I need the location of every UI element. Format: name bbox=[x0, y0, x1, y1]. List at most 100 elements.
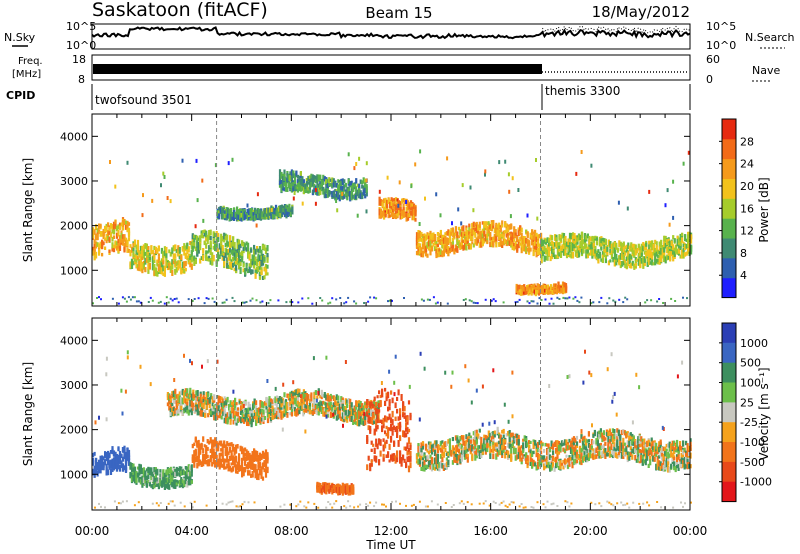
power-cell bbox=[277, 211, 281, 218]
power-cell bbox=[206, 257, 209, 261]
velocity-cell bbox=[218, 440, 221, 446]
power-cell bbox=[254, 248, 257, 255]
power-cell bbox=[678, 244, 681, 249]
power-cell bbox=[178, 255, 181, 260]
velocity-cell bbox=[138, 468, 141, 476]
power-cell bbox=[559, 254, 563, 258]
velocity-cell bbox=[250, 463, 253, 470]
velocity-cell bbox=[283, 400, 286, 406]
power-cell bbox=[420, 237, 423, 242]
power-cell bbox=[335, 199, 338, 203]
power-cell bbox=[254, 273, 257, 279]
power-cell bbox=[257, 266, 260, 270]
power-cell bbox=[229, 261, 232, 267]
power-cell bbox=[305, 186, 308, 193]
power-cell bbox=[514, 232, 517, 236]
power-cell bbox=[619, 241, 622, 247]
velocity-cell bbox=[347, 398, 350, 404]
velocity-cell bbox=[264, 453, 268, 459]
power-cell bbox=[314, 185, 317, 191]
velocity-cell bbox=[194, 448, 197, 454]
power-cell bbox=[532, 242, 535, 249]
power-cell bbox=[682, 161, 685, 166]
power-cell bbox=[217, 248, 220, 252]
velocity-cell bbox=[302, 409, 305, 414]
power-cell bbox=[233, 267, 236, 272]
power-cell bbox=[409, 205, 413, 211]
velocity-cell bbox=[191, 443, 194, 449]
velocity-cell bbox=[293, 397, 296, 405]
velocity-cell bbox=[150, 484, 153, 488]
velocity-cell bbox=[121, 447, 125, 452]
power-cell bbox=[331, 297, 334, 300]
power-cell bbox=[535, 243, 538, 251]
power-cell bbox=[615, 245, 618, 250]
power-cell bbox=[536, 216, 539, 221]
power-cell bbox=[175, 249, 178, 253]
velocity-cell bbox=[283, 392, 286, 398]
velocity-cell bbox=[123, 448, 126, 454]
velocity-cell bbox=[112, 452, 116, 457]
power-cell bbox=[544, 284, 547, 291]
velocity-cell bbox=[233, 462, 236, 468]
power-cell bbox=[481, 228, 484, 234]
power-cell bbox=[316, 177, 319, 183]
velocity-cell bbox=[223, 400, 226, 406]
power-cell bbox=[472, 243, 475, 248]
power-cell bbox=[201, 178, 204, 183]
power-cell bbox=[387, 212, 390, 217]
power-cell bbox=[492, 298, 495, 301]
velocity-cell bbox=[234, 411, 237, 416]
power-cell bbox=[144, 243, 147, 249]
velocity-cell bbox=[212, 448, 215, 455]
velocity-cell bbox=[350, 409, 353, 416]
velocity-cell bbox=[298, 388, 301, 394]
velocity-cell bbox=[183, 396, 186, 404]
velocity-cell bbox=[202, 436, 205, 442]
power-cell bbox=[642, 242, 645, 246]
power-cell bbox=[402, 207, 405, 211]
power-cell bbox=[181, 268, 184, 274]
power-cell bbox=[681, 249, 684, 255]
velocity-cell bbox=[172, 390, 175, 398]
power-cell bbox=[487, 227, 490, 234]
power-cell bbox=[518, 298, 521, 301]
power-cell bbox=[310, 176, 313, 183]
power-cell bbox=[153, 245, 156, 250]
velocity-cell bbox=[253, 404, 256, 409]
velocity-cell bbox=[213, 394, 216, 401]
velocity-cell bbox=[247, 454, 250, 461]
velocity-cell bbox=[217, 395, 220, 402]
power-cell bbox=[639, 250, 642, 257]
velocity-cell bbox=[178, 479, 181, 486]
power-cell bbox=[254, 261, 257, 266]
power-cell bbox=[361, 184, 364, 189]
velocity-cell bbox=[107, 469, 110, 476]
velocity-cell bbox=[195, 397, 198, 403]
power-cell bbox=[666, 239, 669, 245]
velocity-cell bbox=[317, 408, 320, 413]
velocity-cell bbox=[301, 397, 304, 403]
freq-right-bottom: 0 bbox=[706, 73, 713, 86]
power-cell bbox=[549, 247, 552, 252]
velocity-cell bbox=[145, 483, 148, 488]
power-cell bbox=[337, 194, 340, 198]
power-cell bbox=[230, 210, 233, 215]
velocity-cell bbox=[223, 458, 226, 463]
power-cell bbox=[269, 299, 272, 302]
power-cell bbox=[546, 237, 549, 243]
power-cell bbox=[492, 236, 495, 241]
power-cell bbox=[436, 232, 439, 236]
power-cell bbox=[571, 236, 575, 243]
power-cell bbox=[236, 252, 239, 257]
colorbar-swatch bbox=[722, 218, 736, 239]
power-cell bbox=[320, 188, 323, 192]
colorbar-tick-label: 12 bbox=[740, 225, 754, 238]
power-cell bbox=[251, 269, 254, 274]
power-cell bbox=[495, 235, 498, 241]
power-cell bbox=[356, 183, 359, 187]
power-cell bbox=[390, 206, 393, 214]
power-cell bbox=[107, 222, 110, 227]
power-cell bbox=[249, 208, 252, 213]
power-ylabel: Slant Range [km] bbox=[21, 158, 35, 262]
